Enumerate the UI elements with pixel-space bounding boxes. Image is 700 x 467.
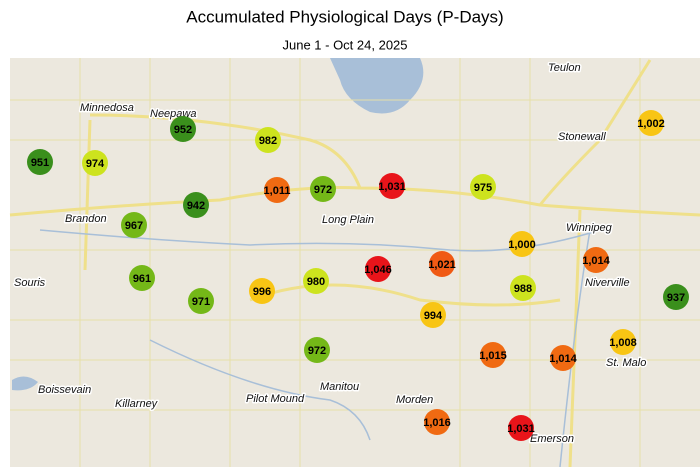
station-marker bbox=[663, 284, 689, 310]
station-marker bbox=[429, 251, 455, 277]
station-marker bbox=[470, 174, 496, 200]
place-label: Niverville bbox=[585, 277, 630, 289]
basemap bbox=[9, 58, 700, 467]
place-label: Minnedosa bbox=[80, 102, 134, 114]
station-marker bbox=[583, 247, 609, 273]
place-label: Pilot Mound bbox=[246, 393, 305, 405]
station-value: 1,016 bbox=[423, 417, 451, 429]
station-marker bbox=[264, 177, 290, 203]
station-marker bbox=[170, 116, 196, 142]
station-value: 1,015 bbox=[479, 350, 507, 362]
station-value: 1,008 bbox=[609, 337, 637, 349]
place-label: Killarney bbox=[115, 398, 159, 410]
place-label: Teulon bbox=[548, 62, 581, 74]
station-value: 952 bbox=[174, 124, 192, 136]
station-marker bbox=[249, 278, 275, 304]
station-marker bbox=[424, 409, 450, 435]
station-value: 1,014 bbox=[582, 255, 610, 267]
station-marker bbox=[121, 212, 147, 238]
station-marker bbox=[510, 275, 536, 301]
station-value: 982 bbox=[259, 135, 277, 147]
place-label: Brandon bbox=[65, 213, 107, 225]
station-value: 972 bbox=[314, 184, 332, 196]
station-marker bbox=[509, 231, 535, 257]
place-label: Boissevain bbox=[38, 384, 91, 396]
station-marker bbox=[188, 288, 214, 314]
station-value: 996 bbox=[253, 286, 271, 298]
place-label: St. Malo bbox=[606, 357, 646, 369]
station-value: 1,002 bbox=[637, 118, 665, 130]
station-value: 1,031 bbox=[507, 423, 535, 435]
station-value: 972 bbox=[308, 345, 326, 357]
place-label: Emerson bbox=[530, 433, 574, 445]
station-value: 975 bbox=[474, 182, 492, 194]
place-label: Manitou bbox=[320, 381, 359, 393]
station-marker bbox=[82, 150, 108, 176]
station-marker bbox=[420, 302, 446, 328]
subtitle: June 1 - Oct 24, 2025 bbox=[282, 37, 407, 52]
station-marker bbox=[480, 342, 506, 368]
station-value: 937 bbox=[667, 292, 685, 304]
station-value: 974 bbox=[86, 158, 105, 170]
station-marker bbox=[27, 149, 53, 175]
station-marker bbox=[303, 268, 329, 294]
station-value: 988 bbox=[514, 283, 532, 295]
station-value: 961 bbox=[133, 273, 151, 285]
station-value: 971 bbox=[192, 296, 210, 308]
station-value: 1,011 bbox=[264, 185, 291, 197]
station-value: 951 bbox=[31, 157, 49, 169]
station-marker bbox=[310, 176, 336, 202]
place-label: Morden bbox=[396, 394, 433, 406]
station-marker bbox=[610, 329, 636, 355]
station-marker bbox=[304, 337, 330, 363]
station-marker bbox=[365, 256, 391, 282]
station-marker bbox=[129, 265, 155, 291]
station-marker bbox=[379, 173, 405, 199]
station-value: 994 bbox=[424, 310, 443, 322]
station-value: 1,031 bbox=[378, 181, 406, 193]
station-value: 980 bbox=[307, 276, 325, 288]
station-value: 967 bbox=[125, 220, 143, 232]
station-marker bbox=[638, 110, 664, 136]
station-marker bbox=[255, 127, 281, 153]
station-value: 1,000 bbox=[508, 239, 536, 251]
place-label: Souris bbox=[14, 277, 46, 289]
station-marker bbox=[550, 345, 576, 371]
station-value: 1,046 bbox=[364, 264, 392, 276]
place-label: Stonewall bbox=[558, 131, 606, 143]
station-marker bbox=[508, 415, 534, 441]
station-marker bbox=[183, 192, 209, 218]
place-label: Long Plain bbox=[322, 214, 374, 226]
title: Accumulated Physiological Days (P-Days) bbox=[186, 7, 503, 26]
station-value: 1,021 bbox=[428, 259, 456, 271]
station-value: 942 bbox=[187, 200, 205, 212]
station-value: 1,014 bbox=[549, 353, 577, 365]
place-label: Winnipeg bbox=[566, 222, 613, 234]
